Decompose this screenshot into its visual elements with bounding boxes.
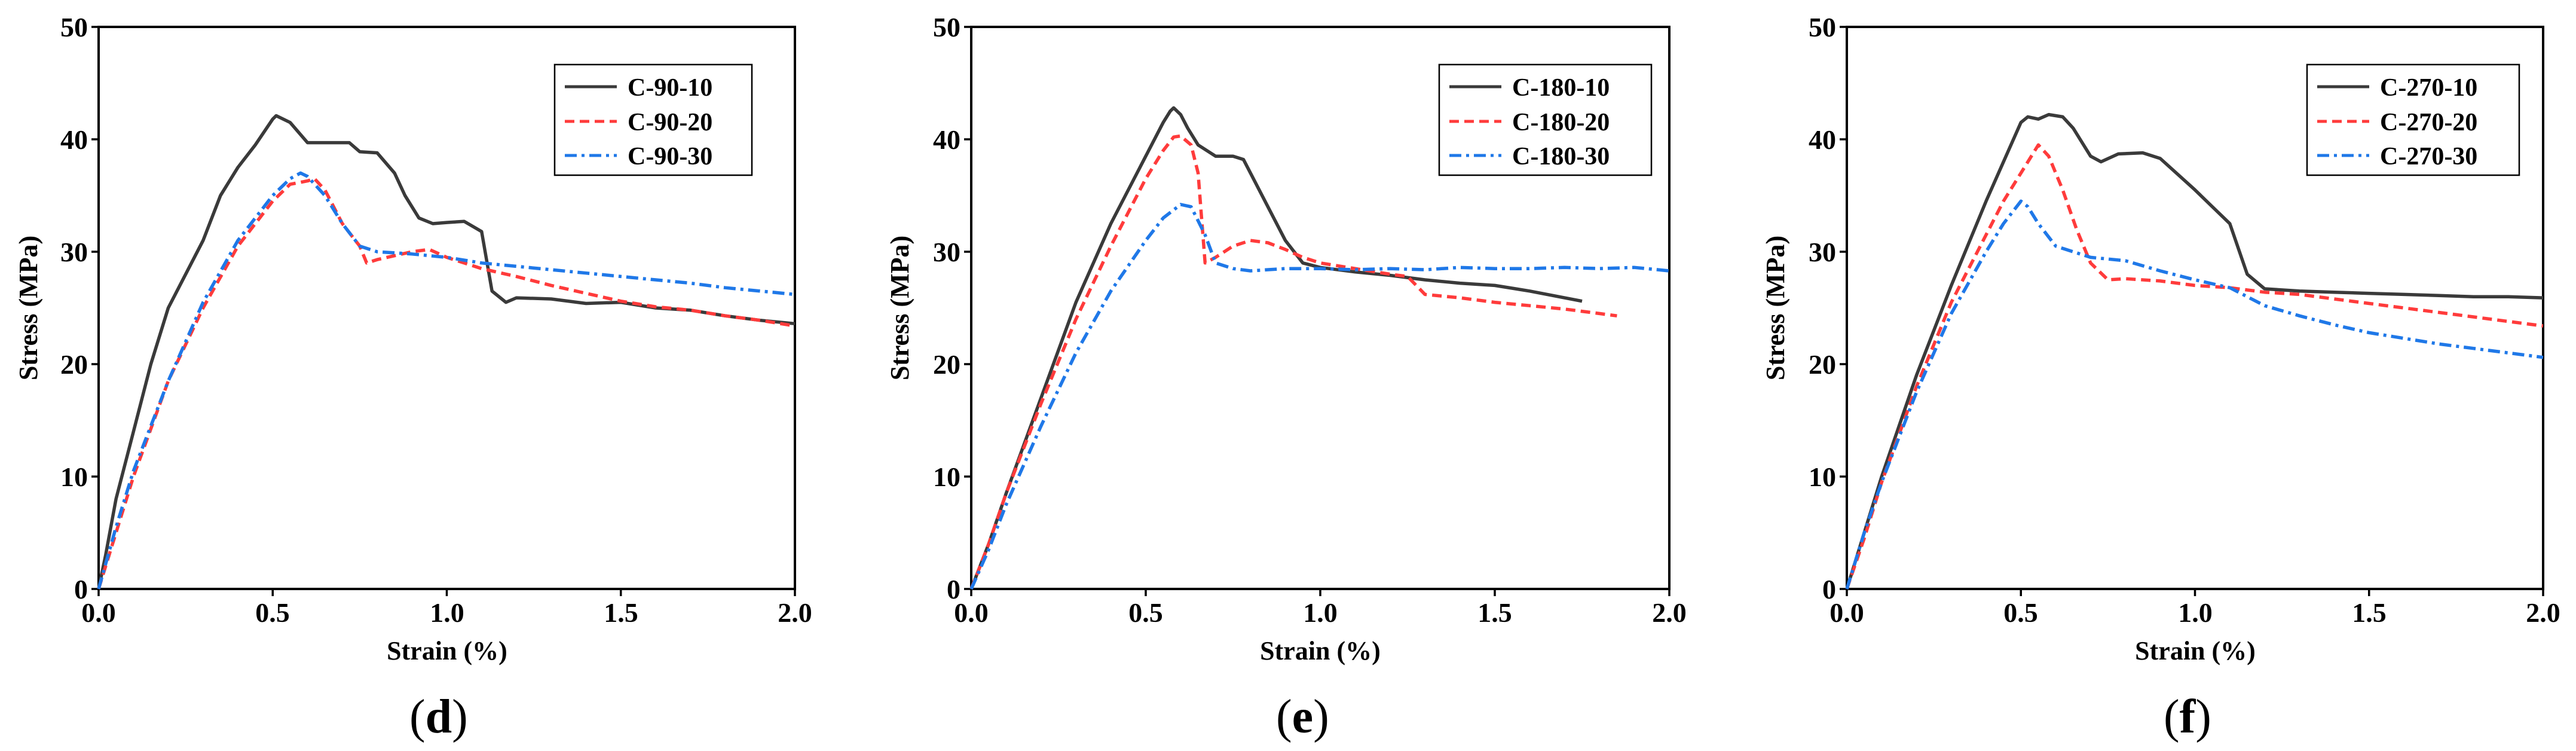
series-lines <box>97 114 796 590</box>
series-lines <box>969 106 1670 590</box>
y-axis-label: Stress (MPa) <box>14 236 43 380</box>
y-tick-label: 50 <box>60 12 88 42</box>
legend-label: C-270-30 <box>2380 143 2477 170</box>
y-tick-labels: 0 10 20 30 40 50 <box>1809 12 1836 605</box>
y-tick-label: 0 <box>947 574 960 605</box>
legend: C-90-10 C-90-20 C-90-30 <box>553 63 753 176</box>
panel-label-letter: f <box>2180 691 2196 743</box>
x-tick-label: 1.5 <box>604 597 638 628</box>
x-tick-label: 0.0 <box>1829 597 1864 628</box>
x-tick-label: 1.0 <box>430 597 464 628</box>
panel-label: (d) <box>409 691 468 743</box>
series-line-C-180-30 <box>969 203 1670 590</box>
x-tick-label: 0.0 <box>954 597 989 628</box>
y-tick-label: 10 <box>60 462 88 492</box>
y-tick-label: 20 <box>1809 349 1836 380</box>
series-line-C-90-20 <box>97 177 796 590</box>
x-tick-label: 0.5 <box>255 597 290 628</box>
series-line-C-180-10 <box>969 106 1583 590</box>
chart-panel-e: 0 10 20 30 40 50 0.0 0.5 1.0 1.5 2.0 Str… <box>885 12 1687 743</box>
x-axis-label: Strain (%) <box>2135 636 2256 665</box>
panel-label-letter: d <box>426 691 452 743</box>
x-tick-label: 1.5 <box>2352 597 2387 628</box>
panel-label: (e) <box>1276 691 1329 743</box>
legend-label: C-180-30 <box>1512 143 1610 170</box>
y-tick-label: 50 <box>1809 12 1836 42</box>
y-tick-label: 0 <box>1822 574 1836 605</box>
legend-label: C-270-20 <box>2380 109 2477 136</box>
y-tick-label: 20 <box>60 349 88 380</box>
x-tick-label: 2.0 <box>1652 597 1687 628</box>
panel-label: (f) <box>2164 691 2211 743</box>
y-tick-label: 30 <box>1809 237 1836 267</box>
y-tick-label: 50 <box>933 12 960 42</box>
series-line-C-270-10 <box>1845 112 2544 590</box>
y-tick-label: 0 <box>74 574 88 605</box>
y-tick-label: 10 <box>933 462 960 492</box>
legend-label: C-180-20 <box>1512 109 1610 136</box>
chart-panel-f: 0 10 20 30 40 50 0.0 0.5 1.0 1.5 2.0 Str… <box>1761 12 2560 743</box>
series-line-C-90-30 <box>97 171 796 590</box>
y-tick-labels: 0 10 20 30 40 50 <box>60 12 88 605</box>
x-tick-label: 0.5 <box>1128 597 1163 628</box>
y-tick-label: 30 <box>933 237 960 267</box>
legend: C-270-10 C-270-20 C-270-30 <box>2306 63 2520 176</box>
series-line-C-90-10 <box>97 114 796 590</box>
legend-label: C-90-10 <box>628 74 712 102</box>
x-tick-label: 0.5 <box>2003 597 2038 628</box>
y-tick-label: 40 <box>60 124 88 155</box>
legend-label: C-90-20 <box>628 109 712 136</box>
y-axis-label: Stress (MPa) <box>885 236 914 380</box>
y-tick-label: 20 <box>933 349 960 380</box>
y-tick-label: 10 <box>1809 462 1836 492</box>
y-axis-label: Stress (MPa) <box>1761 236 1790 380</box>
series-line-C-270-30 <box>1845 199 2544 590</box>
y-tick-label: 30 <box>60 237 88 267</box>
legend: C-180-10 C-180-20 C-180-30 <box>1438 63 1653 176</box>
y-tick-label: 40 <box>1809 124 1836 155</box>
x-tick-labels: 0.0 0.5 1.0 1.5 2.0 <box>954 597 1687 628</box>
series-lines <box>1845 112 2544 590</box>
x-axis-label: Strain (%) <box>1260 636 1381 665</box>
axis-ticks <box>964 26 1671 596</box>
x-tick-label: 1.0 <box>2178 597 2213 628</box>
x-tick-labels: 0.0 0.5 1.0 1.5 2.0 <box>1829 597 2560 628</box>
x-tick-label: 2.0 <box>778 597 812 628</box>
legend-label: C-180-10 <box>1512 74 1610 102</box>
axis-ticks <box>91 26 796 596</box>
legend-box <box>2306 63 2520 176</box>
axis-ticks <box>1840 26 2544 596</box>
series-line-C-180-20 <box>969 134 1617 590</box>
x-tick-label: 2.0 <box>2526 597 2560 628</box>
x-tick-label: 1.5 <box>1477 597 1512 628</box>
legend-label: C-270-10 <box>2380 74 2477 102</box>
y-tick-labels: 0 10 20 30 40 50 <box>933 12 960 605</box>
x-tick-label: 1.0 <box>1303 597 1338 628</box>
chart-panel-d: 0 10 20 30 40 50 0.0 0.5 1.0 1.5 2.0 Str… <box>14 12 812 743</box>
x-axis-label: Strain (%) <box>387 636 507 665</box>
y-tick-label: 40 <box>933 124 960 155</box>
legend-label: C-90-30 <box>628 143 712 170</box>
series-line-C-270-20 <box>1845 143 2544 590</box>
x-tick-label: 0.0 <box>81 597 116 628</box>
x-tick-labels: 0.0 0.5 1.0 1.5 2.0 <box>81 597 812 628</box>
panel-label-letter: e <box>1292 691 1314 743</box>
